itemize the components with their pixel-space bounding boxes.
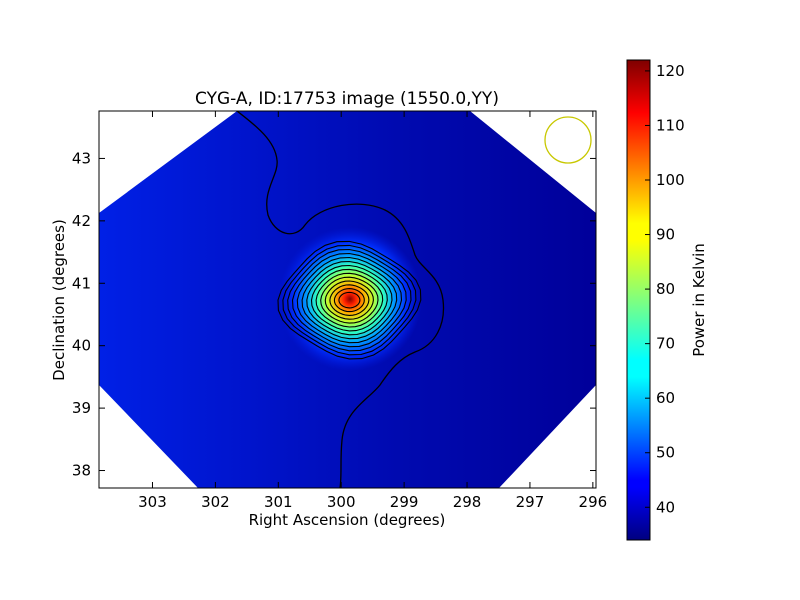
contour-line: [338, 291, 361, 309]
colorbar-tick-label: 70: [656, 335, 675, 353]
y-tick-label: 42: [72, 212, 91, 230]
colorbar-tick-label: 120: [656, 62, 685, 80]
colorbar-tick-label: 50: [656, 444, 675, 462]
x-tick-label: 301: [264, 493, 293, 511]
plot-frame: [98, 110, 597, 489]
x-tick-label: 296: [579, 493, 608, 511]
colorbar-tick-label: 80: [656, 280, 675, 298]
y-axis: 38 39 40 41 42 43: [72, 149, 596, 480]
x-axis-label: Right Ascension (degrees): [249, 511, 446, 529]
contours-inner: [277, 240, 422, 360]
contour-line: [324, 280, 374, 320]
contour-line: [287, 248, 412, 352]
contour-line: [315, 272, 384, 328]
colorbar-tick-label: 40: [656, 498, 675, 516]
contour-line: [282, 244, 417, 356]
plot-area: [99, 111, 596, 488]
contour-outer: [236, 111, 445, 488]
contour-line: [333, 288, 365, 313]
colorbar-tick-label: 90: [656, 226, 675, 244]
x-tick-label: 300: [327, 493, 356, 511]
colorbar-label: Power in Kelvin: [690, 243, 708, 357]
beam-marker: [544, 116, 592, 164]
contour-line: [310, 268, 388, 332]
y-tick-label: 39: [72, 399, 91, 417]
x-axis: 303 302 301 300 299 298 297 296: [138, 111, 607, 511]
x-tick-label: 297: [516, 493, 545, 511]
contour-line: [320, 276, 379, 324]
colorbar-ticks: 40 50 60 70 80 90 100 110 120: [645, 62, 685, 516]
colorbar-tick-label: 100: [656, 171, 685, 189]
x-tick-label: 298: [453, 493, 482, 511]
chart-title: CYG-A, ID:17753 image (1550.0,YY): [195, 89, 499, 109]
colorbar-tick-label: 60: [656, 389, 675, 407]
contour-line: [329, 284, 370, 316]
contour-line: [291, 252, 407, 348]
y-tick-label: 40: [72, 337, 91, 355]
y-tick-label: 43: [72, 149, 91, 167]
contour-line: [296, 256, 403, 344]
y-axis-label: Declination (degrees): [50, 219, 68, 381]
x-tick-label: 302: [201, 493, 230, 511]
colorbar-tick-label: 110: [656, 116, 685, 134]
source-emission: [278, 227, 422, 371]
contour-line: [306, 264, 393, 336]
y-tick-label: 38: [72, 462, 91, 480]
x-tick-label: 299: [390, 493, 419, 511]
colorbar: [626, 59, 651, 541]
contour-line: [301, 260, 398, 340]
contour-line: [277, 240, 422, 360]
y-tick-label: 41: [72, 274, 91, 292]
x-tick-label: 303: [138, 493, 167, 511]
